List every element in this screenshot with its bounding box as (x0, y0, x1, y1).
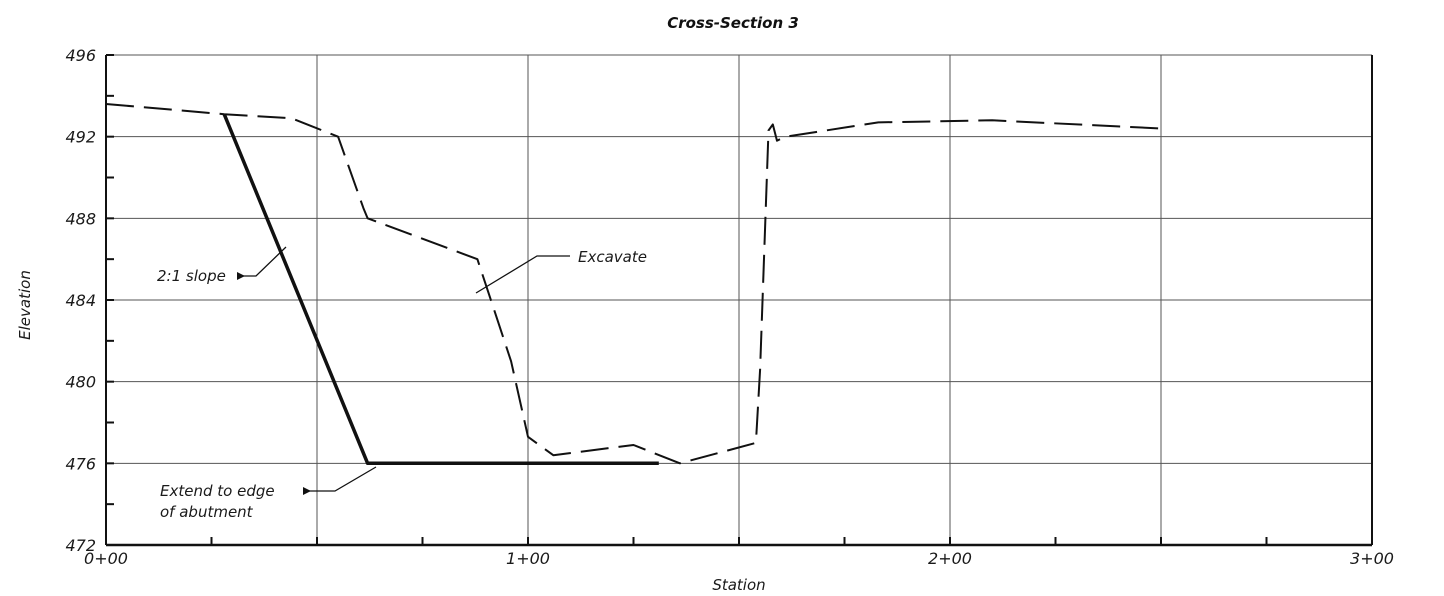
y-tick-label: 488 (65, 209, 96, 228)
design-section-line (222, 113, 659, 466)
grid-lines (106, 54, 1372, 545)
annotations: Excavate 2:1 slope Extend to edge of abutme… (157, 246, 647, 521)
x-tick-label: 1+00 (506, 549, 550, 568)
y-axis-title: Elevation (16, 270, 34, 340)
axes (105, 54, 1373, 547)
y-tick-label: 476 (65, 454, 96, 473)
existing-ground-line (105, 103, 1162, 465)
annotation-arrowhead (237, 272, 245, 280)
y-tick-label: 496 (65, 46, 96, 65)
y-tick-label: 492 (65, 128, 96, 147)
annotation-label: 2:1 slope (157, 267, 226, 285)
chart-title: Cross-Section 3 (667, 14, 799, 32)
annotation-label: Excavate (578, 248, 647, 266)
y-tick-label: 484 (65, 291, 96, 310)
annotation-leader (308, 466, 377, 492)
x-tick-label: 0+00 (84, 549, 128, 568)
series-lines (105, 103, 1162, 466)
annotation-label: of abutment (160, 503, 254, 521)
x-tick-label: 2+00 (928, 549, 972, 568)
x-axis-title: Station (712, 576, 765, 594)
annotation-leader (475, 255, 570, 294)
y-tick-label: 472 (65, 536, 96, 555)
x-tick-label: 3+00 (1350, 549, 1394, 568)
annotation-leader (241, 246, 287, 277)
tick-labels: 472 476 480 484 488 492 496 0+00 1+00 2+00 3+00 (65, 46, 1394, 568)
annotation-arrowhead (303, 487, 311, 495)
annotation-label: Extend to edge (160, 482, 275, 500)
y-tick-label: 480 (65, 373, 96, 392)
